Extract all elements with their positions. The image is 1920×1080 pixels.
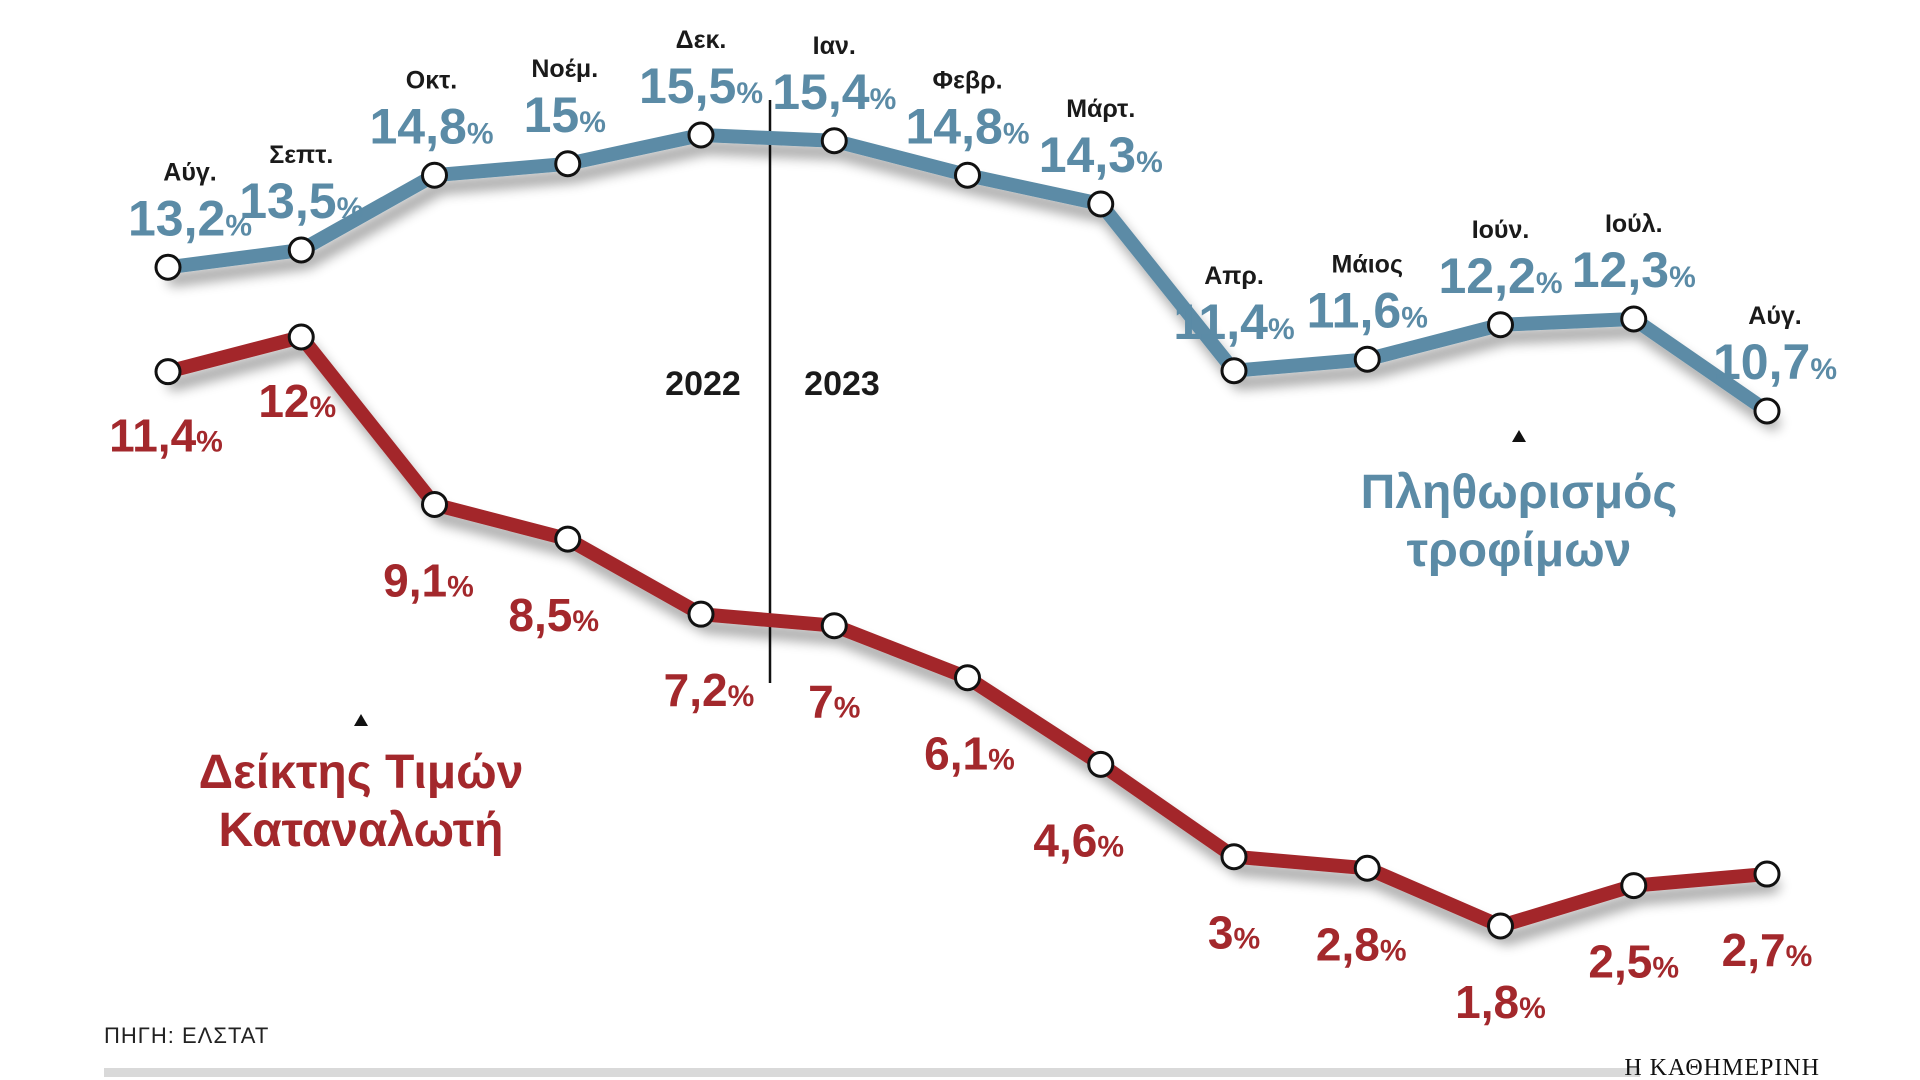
food-point <box>1087 190 1115 218</box>
food-value-label: 14,8% <box>905 98 1029 154</box>
cpi-value-label: 1,8% <box>1455 976 1546 1028</box>
food-value-label: 12,3% <box>1572 242 1696 298</box>
cpi-title-line-1: Δείκτης Τιμών <box>199 746 524 799</box>
food-inflation-series: Αύγ. 13,2% Σεπτ. 13,5% Οκτ. 14,8% Νοέμ. 15% Δεκ.… <box>128 26 1837 425</box>
month-label: Οκτ. <box>406 66 458 94</box>
cpi-title-line-2: Καταναλωτή <box>219 804 504 857</box>
month-label: Αύγ. <box>1748 302 1801 330</box>
cpi-point <box>287 323 315 351</box>
month-label: Δεκ. <box>676 26 727 54</box>
cpi-value-label: 2,7% <box>1722 924 1813 976</box>
food-title-line-1: Πληθωρισμός <box>1361 466 1678 519</box>
cpi-series-title: Δείκτης Τιμών Καταναλωτή <box>199 714 524 857</box>
cpi-point <box>421 490 448 518</box>
month-label: Ιούν. <box>1472 216 1530 244</box>
month-label: Νοέμ. <box>531 55 598 83</box>
food-value-label: 13,2% <box>128 190 252 246</box>
food-value-label: 11,6% <box>1307 282 1428 338</box>
month-label: Ιαν. <box>813 32 856 60</box>
cpi-value-label: 7,2% <box>664 664 755 716</box>
food-value-label: 15% <box>524 87 606 143</box>
cpi-point <box>954 664 981 692</box>
cpi-value-label: 3% <box>1208 907 1260 959</box>
month-label: Ιούλ. <box>1605 210 1663 238</box>
food-value-label: 10,7% <box>1713 334 1837 390</box>
month-label: Μάιος <box>1332 250 1403 278</box>
publisher-credit: Η ΚΑΘΗΜΕΡΙΝΗ <box>1624 1055 1820 1080</box>
food-point <box>820 127 848 155</box>
food-point <box>1220 357 1248 385</box>
cpi-value-label: 2,8% <box>1316 918 1407 970</box>
food-title-arrow-icon <box>1512 430 1526 442</box>
cpi-value-label: 4,6% <box>1033 814 1124 866</box>
cpi-series: 11,4% 12% 9,1% 8,5% 7,2% 7% 6,1% 4,6% 3% 2,8% 1,8%… <box>109 323 1813 1028</box>
cpi-point <box>1353 854 1381 882</box>
month-label: Σεπτ. <box>269 141 333 169</box>
food-point <box>1487 311 1514 339</box>
food-value-label: 11,4% <box>1173 294 1294 350</box>
food-point <box>1353 345 1381 373</box>
food-point <box>1753 397 1781 425</box>
month-label: Απρ. <box>1204 262 1264 290</box>
food-value-label: 14,8% <box>369 98 493 154</box>
food-point <box>154 253 182 281</box>
food-point <box>421 161 448 189</box>
cpi-value-label: 11,4% <box>109 410 223 462</box>
cpi-value-label: 7% <box>808 676 860 728</box>
cpi-point <box>1487 912 1514 940</box>
food-title-line-2: τροφίμων <box>1407 524 1632 577</box>
source-note: ΠΗΓΗ: ΕΛΣΤΑΤ <box>104 1023 269 1048</box>
month-label: Φεβρ. <box>932 66 1002 94</box>
cpi-point <box>1220 843 1248 871</box>
cpi-point <box>554 525 582 553</box>
cpi-point <box>1753 860 1781 888</box>
cpi-value-label: 12% <box>258 375 336 427</box>
year-label-2022: 2022 <box>665 365 741 403</box>
cpi-point <box>1620 872 1648 900</box>
cpi-point <box>820 612 848 640</box>
cpi-title-arrow-icon <box>354 714 368 726</box>
cpi-value-label: 8,5% <box>508 589 599 641</box>
month-label: Αύγ. <box>163 158 216 186</box>
cpi-value-label: 9,1% <box>383 554 474 606</box>
food-point <box>687 121 715 149</box>
food-value-label: 15,5% <box>639 58 763 114</box>
month-label: Μάρτ. <box>1066 95 1135 123</box>
cpi-point <box>687 600 715 628</box>
food-point <box>1620 305 1648 333</box>
food-value-label: 13,5% <box>239 173 363 229</box>
cpi-point <box>1087 750 1115 778</box>
year-label-2023: 2023 <box>804 365 880 403</box>
cpi-value-label: 6,1% <box>924 728 1015 780</box>
food-point <box>287 236 315 264</box>
footer-bar <box>104 1068 1640 1077</box>
cpi-point <box>154 358 182 386</box>
food-value-label: 12,2% <box>1438 248 1562 304</box>
food-value-label: 15,4% <box>772 64 896 120</box>
food-point <box>954 161 981 189</box>
food-point <box>554 150 582 178</box>
food-value-label: 14,3% <box>1039 127 1163 183</box>
cpi-value-label: 2,5% <box>1588 936 1679 988</box>
food-series-title: Πληθωρισμός τροφίμων <box>1361 430 1678 577</box>
